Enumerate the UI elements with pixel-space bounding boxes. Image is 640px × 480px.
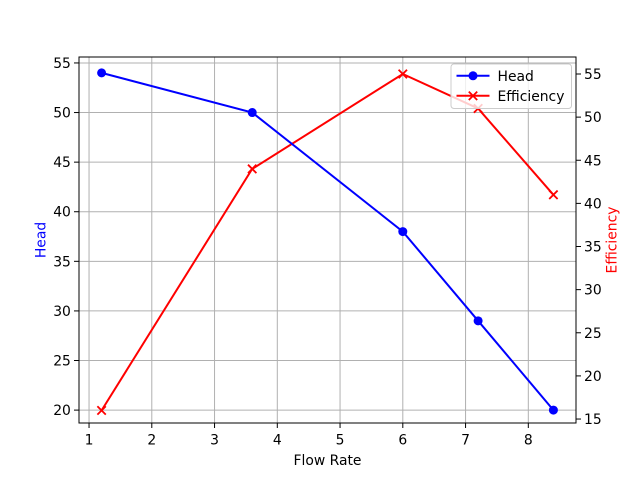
legend: Head Efficiency	[450, 63, 572, 109]
y-tick-label-left: 30	[53, 304, 71, 320]
legend-item-head: Head	[456, 69, 534, 85]
y-tick-label-right: 30	[584, 283, 602, 299]
y-tick-label-left: 55	[53, 56, 71, 72]
head-line	[101, 71, 555, 411]
x-tick-label: 2	[147, 433, 156, 449]
head-marker	[97, 68, 107, 78]
y-tick-label-right: 40	[584, 196, 602, 212]
series-head	[97, 68, 558, 415]
y-axis-right: 15 20 25 30 35 40 45 50 55	[576, 67, 602, 428]
efficiency-marker	[96, 405, 107, 416]
y-tick-label-right: 45	[584, 153, 602, 169]
y-axis-left: 20 25 30 35 40 45 50 55	[53, 56, 79, 419]
head-marker	[473, 316, 483, 326]
head-marker	[247, 108, 257, 118]
head-marker	[398, 227, 408, 237]
y-tick-label-right: 35	[584, 240, 602, 256]
y-axis-label-right: Efficiency	[605, 207, 621, 274]
y-tick-label-left: 45	[53, 155, 71, 171]
x-tick-label: 3	[210, 433, 219, 449]
x-tick-label: 8	[524, 433, 533, 449]
head-marker	[468, 71, 478, 81]
x-axis-label: Flow Rate	[294, 453, 362, 469]
y-tick-label-right: 15	[584, 412, 602, 428]
series-efficiency	[96, 69, 559, 416]
y-tick-label-left: 25	[53, 354, 71, 370]
y-tick-label-right: 50	[584, 110, 602, 126]
x-tick-label: 6	[398, 433, 407, 449]
y-axis-label-left: Head	[34, 222, 50, 258]
efficiency-line	[100, 72, 555, 411]
x-axis: 1 2 3 4 5 6 7 8	[85, 423, 533, 449]
grid	[79, 57, 576, 423]
efficiency-marker	[548, 189, 559, 200]
y-tick-label-left: 20	[53, 403, 71, 419]
y-tick-label-left: 40	[53, 205, 71, 221]
legend-label: Head	[498, 69, 534, 85]
y-tick-label-left: 35	[53, 254, 71, 270]
y-tick-label-right: 55	[584, 67, 602, 83]
x-tick-label: 7	[461, 433, 470, 449]
x-tick-label: 5	[336, 433, 345, 449]
y-tick-label-right: 25	[584, 326, 602, 342]
efficiency-marker	[468, 90, 478, 101]
legend-item-efficiency: Efficiency	[456, 89, 565, 105]
x-tick-label: 1	[85, 433, 94, 449]
x-tick-label: 4	[273, 433, 282, 449]
efficiency-marker	[247, 164, 258, 174]
y-tick-label-left: 50	[53, 106, 71, 122]
head-marker	[548, 405, 558, 415]
y-tick-label-right: 20	[584, 369, 602, 385]
legend-label: Efficiency	[498, 89, 565, 105]
plot-border	[78, 56, 577, 424]
efficiency-marker	[397, 69, 408, 79]
